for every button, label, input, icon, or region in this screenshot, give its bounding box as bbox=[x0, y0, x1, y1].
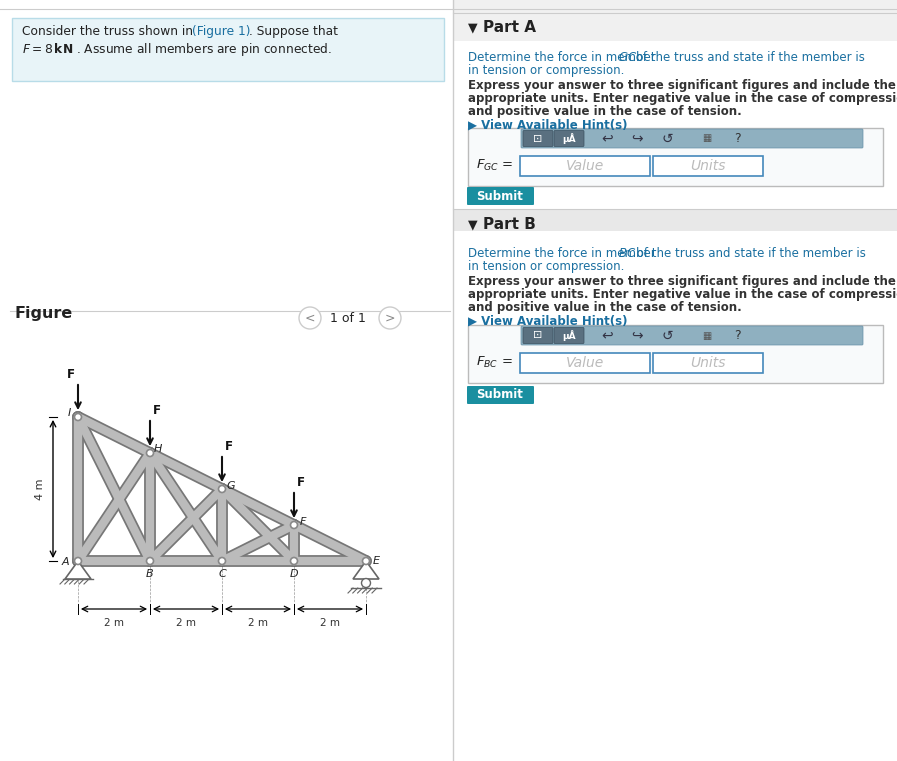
Polygon shape bbox=[353, 561, 379, 579]
Text: F: F bbox=[67, 368, 75, 380]
Text: <: < bbox=[305, 311, 315, 324]
Text: Part B: Part B bbox=[483, 217, 536, 232]
Text: Submit: Submit bbox=[476, 189, 524, 202]
FancyBboxPatch shape bbox=[521, 326, 863, 345]
Text: C: C bbox=[218, 569, 226, 579]
Polygon shape bbox=[65, 561, 91, 579]
Text: ↩: ↩ bbox=[601, 132, 613, 145]
FancyBboxPatch shape bbox=[467, 187, 534, 205]
Circle shape bbox=[219, 558, 225, 565]
Text: ▼: ▼ bbox=[468, 218, 477, 231]
Text: 2 m: 2 m bbox=[248, 618, 268, 628]
Text: ⊡: ⊡ bbox=[534, 133, 543, 144]
Text: Value: Value bbox=[566, 159, 604, 173]
Circle shape bbox=[291, 521, 298, 528]
Text: Units: Units bbox=[691, 159, 726, 173]
Text: in tension or compression.: in tension or compression. bbox=[468, 260, 624, 273]
Text: ↺: ↺ bbox=[661, 132, 673, 145]
Text: D: D bbox=[290, 569, 299, 579]
Text: A: A bbox=[61, 557, 69, 567]
FancyBboxPatch shape bbox=[521, 129, 863, 148]
Text: $BC$: $BC$ bbox=[618, 247, 636, 260]
Bar bbox=[520, 353, 650, 373]
Text: ▼: ▼ bbox=[468, 21, 477, 34]
Text: and positive value in the case of tension.: and positive value in the case of tensio… bbox=[468, 105, 742, 118]
Text: (Figure 1): (Figure 1) bbox=[192, 25, 250, 38]
Text: in tension or compression.: in tension or compression. bbox=[468, 64, 624, 77]
Text: I: I bbox=[67, 408, 71, 418]
Text: $F_{GC}$ =: $F_{GC}$ = bbox=[476, 158, 513, 173]
Text: ▶ View Available Hint(s): ▶ View Available Hint(s) bbox=[468, 315, 628, 328]
Text: 4 m: 4 m bbox=[35, 478, 45, 500]
Text: $F = 8\,\mathbf{kN}$ . Assume all members are pin connected.: $F = 8\,\mathbf{kN}$ . Assume all member… bbox=[22, 41, 332, 58]
Text: ?: ? bbox=[734, 132, 740, 145]
Circle shape bbox=[379, 307, 401, 329]
Text: ↪: ↪ bbox=[631, 329, 643, 342]
FancyBboxPatch shape bbox=[523, 130, 553, 147]
Circle shape bbox=[74, 413, 82, 421]
Bar bbox=[453, 0, 897, 41]
Text: μÅ: μÅ bbox=[562, 330, 576, 341]
Text: Determine the force in member: Determine the force in member bbox=[468, 51, 659, 64]
Text: of the truss and state if the member is: of the truss and state if the member is bbox=[632, 51, 865, 64]
Text: $F_{BC}$ =: $F_{BC}$ = bbox=[476, 355, 513, 370]
Text: B: B bbox=[146, 569, 153, 579]
Bar bbox=[468, 325, 883, 383]
Text: E: E bbox=[372, 556, 379, 566]
Text: F: F bbox=[153, 403, 161, 416]
Text: . Suppose that: . Suppose that bbox=[249, 25, 338, 38]
Text: and positive value in the case of tension.: and positive value in the case of tensio… bbox=[468, 301, 742, 314]
Text: ↩: ↩ bbox=[601, 329, 613, 342]
Text: ▶ View Available Hint(s): ▶ View Available Hint(s) bbox=[468, 119, 628, 132]
Text: appropriate units. Enter negative value in the case of compression: appropriate units. Enter negative value … bbox=[468, 288, 897, 301]
Circle shape bbox=[146, 450, 153, 457]
Circle shape bbox=[219, 486, 225, 492]
Text: ↪: ↪ bbox=[631, 132, 643, 145]
Text: Value: Value bbox=[566, 356, 604, 370]
Text: μÅ: μÅ bbox=[562, 133, 576, 144]
Text: Submit: Submit bbox=[476, 389, 524, 402]
Text: 2 m: 2 m bbox=[104, 618, 124, 628]
Bar bbox=[520, 156, 650, 176]
Circle shape bbox=[362, 558, 370, 565]
Text: F: F bbox=[300, 517, 306, 527]
FancyBboxPatch shape bbox=[467, 386, 534, 404]
Bar bbox=[653, 156, 763, 176]
Bar bbox=[653, 353, 763, 373]
Text: 1 of 1: 1 of 1 bbox=[330, 311, 366, 324]
Circle shape bbox=[74, 558, 82, 565]
Text: Express your answer to three significant figures and include the: Express your answer to three significant… bbox=[468, 275, 896, 288]
Text: ▦: ▦ bbox=[702, 330, 711, 340]
Text: Figure: Figure bbox=[15, 306, 74, 321]
FancyBboxPatch shape bbox=[554, 130, 584, 147]
Bar bbox=[468, 128, 883, 186]
Text: Consider the truss shown in: Consider the truss shown in bbox=[22, 25, 196, 38]
Circle shape bbox=[146, 558, 153, 565]
Text: 2 m: 2 m bbox=[320, 618, 340, 628]
Text: ⊡: ⊡ bbox=[534, 330, 543, 340]
Bar bbox=[453, 209, 897, 231]
Text: Units: Units bbox=[691, 356, 726, 370]
Text: 2 m: 2 m bbox=[176, 618, 196, 628]
Text: Express your answer to three significant figures and include the: Express your answer to three significant… bbox=[468, 79, 896, 92]
Text: $GC$: $GC$ bbox=[618, 51, 637, 64]
Circle shape bbox=[291, 558, 298, 565]
Text: G: G bbox=[227, 481, 235, 491]
Circle shape bbox=[361, 578, 370, 587]
Text: F: F bbox=[225, 440, 233, 453]
Text: ?: ? bbox=[734, 329, 740, 342]
Circle shape bbox=[299, 307, 321, 329]
Text: H: H bbox=[153, 444, 162, 454]
Bar bbox=[12, 18, 444, 81]
Text: F: F bbox=[297, 476, 305, 489]
Text: Determine the force in member: Determine the force in member bbox=[468, 247, 659, 260]
Text: >: > bbox=[385, 311, 396, 324]
FancyBboxPatch shape bbox=[523, 327, 553, 343]
Text: ↺: ↺ bbox=[661, 329, 673, 342]
Text: appropriate units. Enter negative value in the case of compression: appropriate units. Enter negative value … bbox=[468, 92, 897, 105]
FancyBboxPatch shape bbox=[554, 327, 584, 343]
Text: Part A: Part A bbox=[483, 20, 536, 35]
Text: of the truss and state if the member is: of the truss and state if the member is bbox=[633, 247, 866, 260]
Text: ▦: ▦ bbox=[702, 133, 711, 144]
